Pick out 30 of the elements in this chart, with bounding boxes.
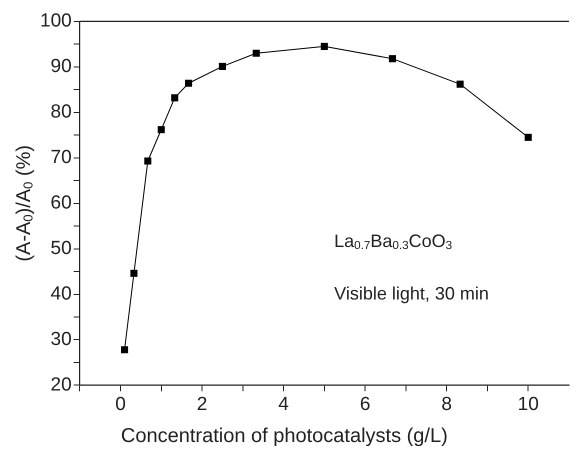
point <box>388 55 396 62</box>
y-tick-label: 90 <box>50 56 72 78</box>
x-tick-label: 2 <box>196 394 208 415</box>
x-tick-label: 0 <box>115 394 126 415</box>
point <box>121 346 128 354</box>
y-tick-label: 30 <box>50 328 72 350</box>
point <box>320 42 328 50</box>
x-tick-label: 8 <box>441 394 452 415</box>
point <box>171 94 178 102</box>
x-tick-label: 4 <box>278 394 290 415</box>
point <box>252 50 260 57</box>
point <box>185 80 192 87</box>
y-tick-label: 100 <box>40 10 72 32</box>
y-axis-title: (A-A0)/A0 (%) <box>13 144 36 262</box>
y-tick-label: 60 <box>50 192 72 214</box>
y-tick-label: 40 <box>50 283 72 304</box>
x-tick-label: 6 <box>360 394 370 415</box>
y-tick-label: 50 <box>50 238 72 260</box>
point <box>158 126 165 134</box>
point <box>218 62 226 70</box>
point <box>144 157 152 165</box>
y-tick-label: 20 <box>50 374 72 396</box>
annotation: Visible light, 30 min <box>334 284 489 304</box>
point <box>524 134 532 141</box>
y-tick-label: 70 <box>50 147 72 168</box>
point <box>130 270 138 277</box>
x-tick-label: 10 <box>518 394 539 415</box>
y-tick-label: 80 <box>50 102 72 123</box>
point <box>456 80 464 88</box>
x-axis-title: Concentration of photocatalysts (g/L) <box>120 425 448 447</box>
